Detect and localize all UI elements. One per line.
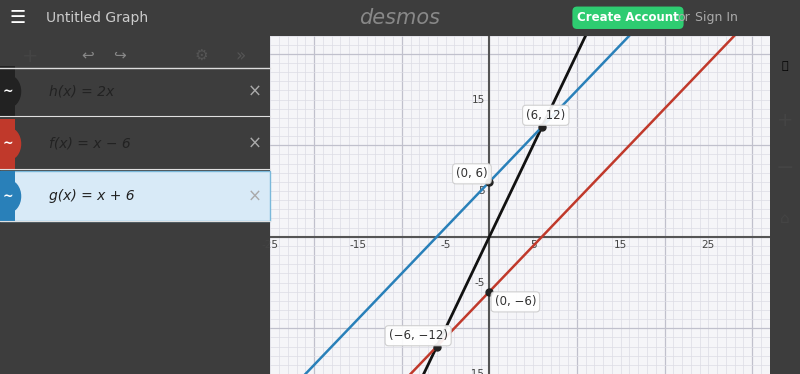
Text: 5: 5 bbox=[478, 186, 485, 196]
Text: ×: × bbox=[247, 187, 261, 205]
Text: or: or bbox=[678, 11, 690, 24]
Text: -25: -25 bbox=[262, 240, 279, 251]
Text: -15: -15 bbox=[468, 369, 485, 374]
Text: g(x) = x + 6: g(x) = x + 6 bbox=[49, 189, 134, 203]
Text: Create Account: Create Account bbox=[577, 11, 679, 24]
Text: −: − bbox=[775, 157, 794, 178]
Text: -5: -5 bbox=[440, 240, 450, 251]
Text: ~: ~ bbox=[2, 137, 13, 150]
Bar bbox=[0, 119, 15, 169]
Text: desmos: desmos bbox=[359, 8, 441, 28]
Text: (−6, −12): (−6, −12) bbox=[389, 329, 448, 342]
Text: ↩: ↩ bbox=[81, 47, 94, 62]
Text: 5: 5 bbox=[530, 240, 537, 251]
Text: f(x) = x − 6: f(x) = x − 6 bbox=[49, 137, 130, 151]
Text: h(x) = 2x: h(x) = 2x bbox=[49, 85, 114, 98]
Text: +: + bbox=[777, 111, 793, 130]
Circle shape bbox=[0, 180, 21, 212]
Text: -5: -5 bbox=[474, 278, 485, 288]
Text: ☰: ☰ bbox=[10, 9, 26, 27]
Text: 🔧: 🔧 bbox=[782, 61, 788, 71]
Text: (0, −6): (0, −6) bbox=[494, 295, 536, 309]
Circle shape bbox=[0, 75, 21, 108]
Text: ⚙: ⚙ bbox=[194, 47, 208, 62]
Text: ~: ~ bbox=[2, 190, 13, 203]
Text: -15: -15 bbox=[350, 240, 366, 251]
Text: ⌂: ⌂ bbox=[780, 211, 790, 226]
Text: Untitled Graph: Untitled Graph bbox=[46, 11, 149, 25]
Bar bbox=[0, 66, 15, 116]
Bar bbox=[0, 171, 270, 221]
Text: (6, 12): (6, 12) bbox=[526, 109, 566, 122]
Text: »: » bbox=[235, 47, 246, 65]
Text: +: + bbox=[22, 47, 38, 66]
Text: ↪: ↪ bbox=[114, 47, 126, 62]
Text: 15: 15 bbox=[472, 95, 485, 105]
Text: 15: 15 bbox=[614, 240, 627, 251]
Text: ~: ~ bbox=[2, 85, 13, 98]
Text: (0, 6): (0, 6) bbox=[456, 167, 488, 180]
Text: ×: × bbox=[247, 135, 261, 153]
Text: Sign In: Sign In bbox=[694, 11, 738, 24]
Circle shape bbox=[0, 128, 21, 160]
Text: 25: 25 bbox=[702, 240, 715, 251]
Text: ×: × bbox=[247, 82, 261, 100]
Bar bbox=[0, 171, 15, 221]
